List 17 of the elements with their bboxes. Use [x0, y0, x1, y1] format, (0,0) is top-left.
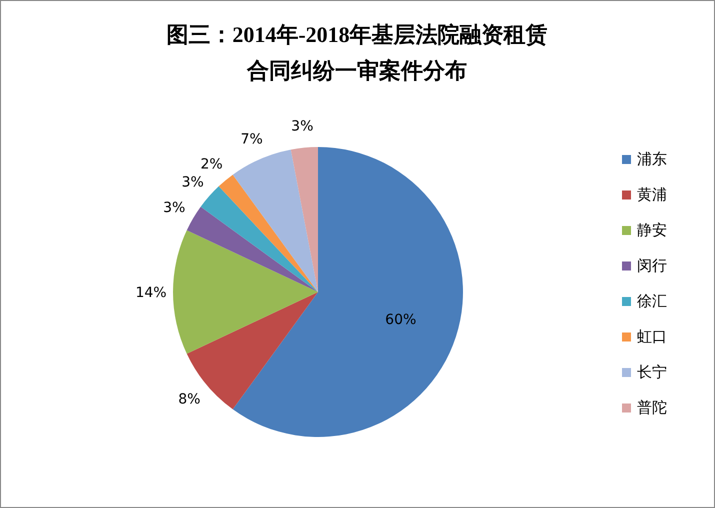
legend-label: 黄浦: [637, 186, 667, 204]
legend-label: 长宁: [637, 363, 667, 381]
legend-label: 静安: [637, 221, 667, 239]
data-label: 7%: [240, 132, 263, 148]
data-label: 3%: [291, 118, 314, 135]
legend-label: 虹口: [637, 328, 667, 346]
data-label: 2%: [200, 156, 223, 172]
data-label: 14%: [135, 285, 167, 301]
data-label: 3%: [182, 174, 204, 191]
legend-label: 徐汇: [637, 292, 667, 310]
data-label: 60%: [385, 312, 416, 328]
legend-label: 普陀: [637, 398, 667, 416]
chart-title: 图三：2014年-2018年基层法院融资租赁合同纠纷一审案件分布: [166, 22, 548, 83]
data-label: 8%: [178, 391, 200, 408]
legend-label: 闵行: [637, 256, 667, 274]
data-label: 3%: [163, 200, 186, 216]
legend-label: 浦东: [637, 150, 667, 168]
